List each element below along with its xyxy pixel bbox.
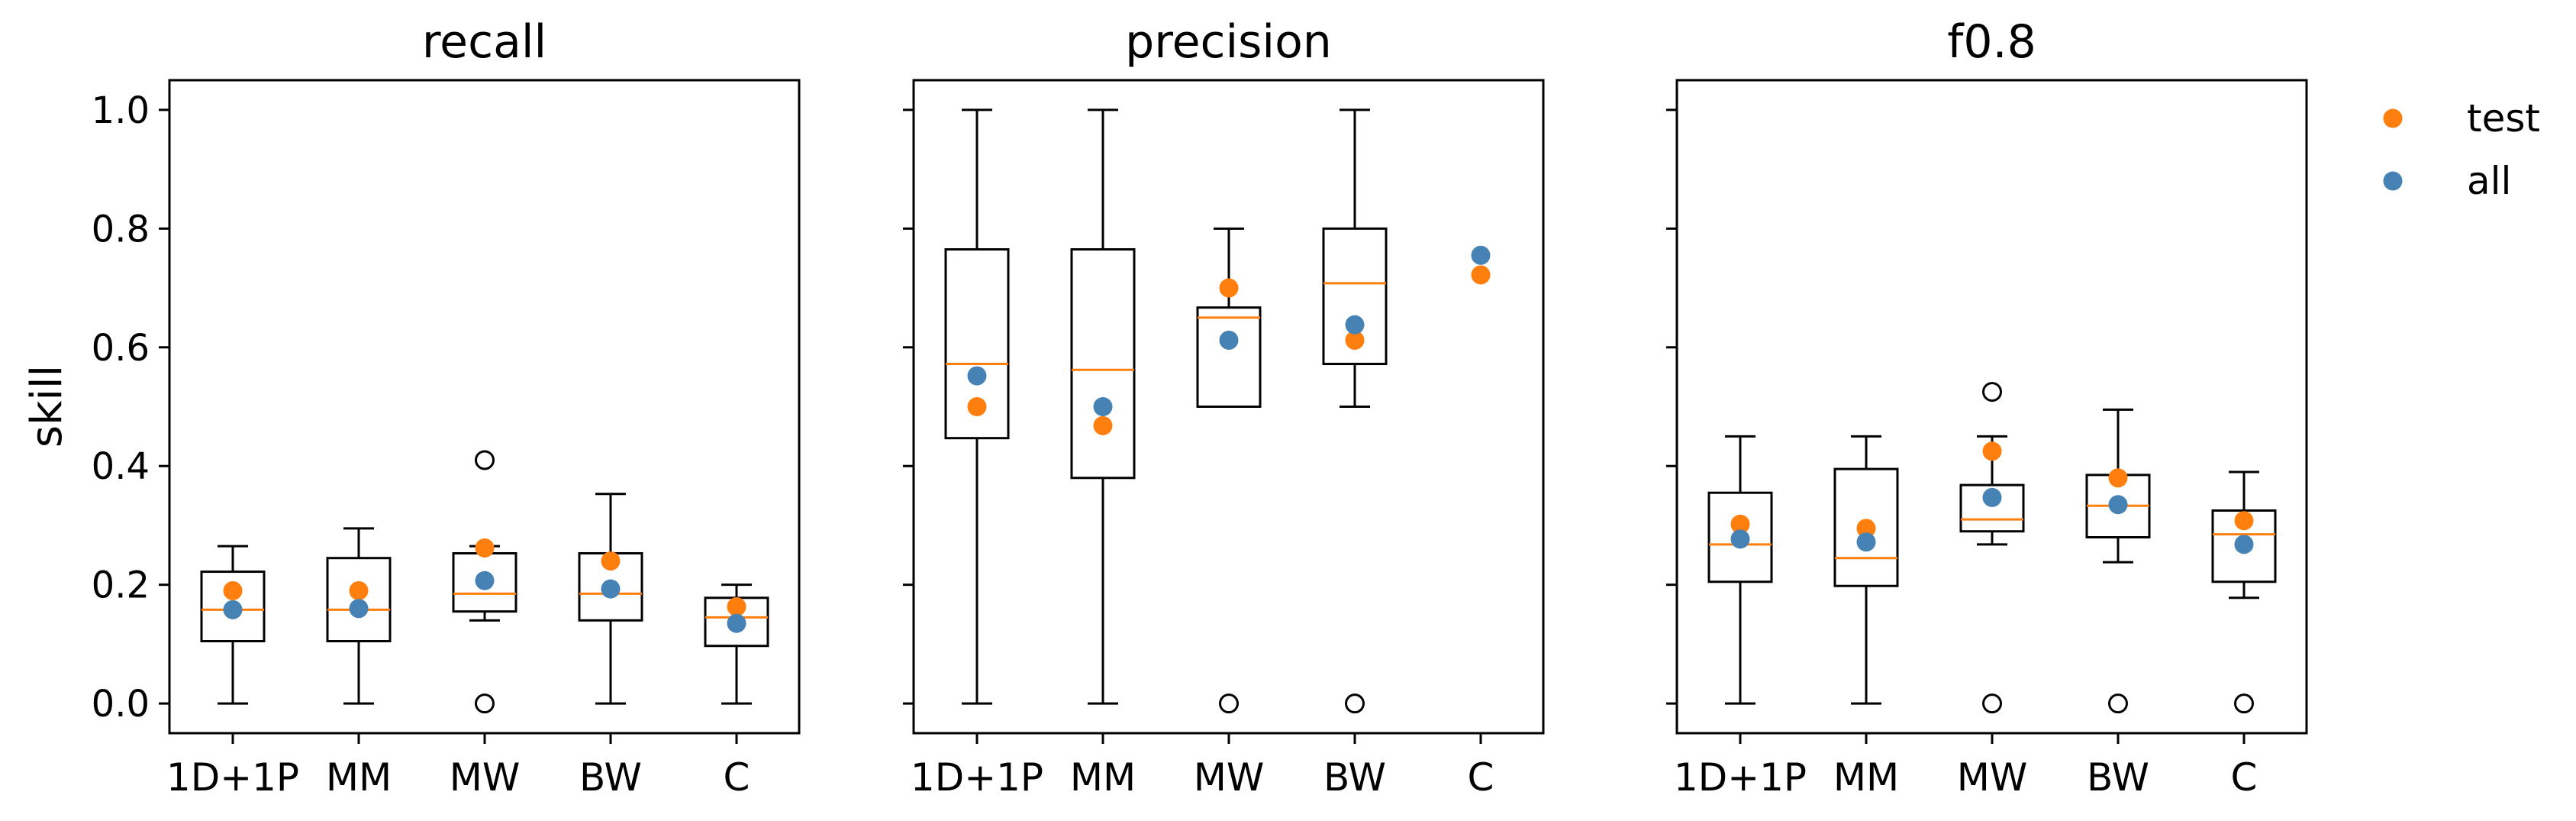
all-point-precision-MW [1219,330,1239,350]
box-precision-BW [1322,227,1388,366]
panel-title-precision: precision [1125,15,1332,69]
all-point-precision-C [1471,245,1491,265]
ytick-label-0.6: 0.6 [92,327,150,370]
all-point-f0.8-1D+1P [1730,529,1750,549]
xtick-label-recall-MM: MM [326,755,392,800]
xtick-label-f0.8-MW: MW [1957,755,2028,800]
legend-marker-all [2383,171,2403,191]
test-point-recall-MW [475,538,495,558]
flier-f0.8-C-0 [2234,693,2254,714]
test-point-precision-MW [1219,278,1239,298]
ytick-label-0.4: 0.4 [92,445,150,488]
xtick-label-f0.8-MM: MM [1833,755,1899,800]
ytick-label-0.8: 0.8 [92,208,150,251]
xtick-label-precision-1D+1P: 1D+1P [911,755,1043,800]
xtick-label-precision-MW: MW [1194,755,1265,800]
test-point-precision-1D+1P [967,397,987,416]
xtick-label-recall-1D+1P: 1D+1P [166,755,299,800]
all-point-precision-BW [1345,315,1365,335]
test-point-precision-MM [1093,415,1113,435]
test-point-f0.8-MM [1856,519,1876,538]
legend-marker-test [2383,108,2403,128]
test-point-precision-C [1471,265,1491,285]
test-point-f0.8-1D+1P [1730,514,1750,534]
panel-title-f0.8: f0.8 [1947,15,2036,69]
flier-recall-MW-1 [475,693,495,714]
xtick-label-f0.8-C: C [2231,755,2258,800]
test-point-f0.8-MW [1982,441,2002,461]
flier-precision-MW-0 [1219,693,1239,714]
flier-precision-BW-0 [1345,693,1365,714]
legend-label-all: all [2467,159,2511,203]
all-point-recall-MM [349,599,369,619]
xtick-label-precision-BW: BW [1323,755,1386,800]
box-f0.8-MM [1833,467,1899,587]
box-recall-MM [326,557,392,643]
all-point-precision-1D+1P [967,366,987,386]
legend-label-test: test [2467,96,2540,141]
y-axis-label: skill [22,365,72,448]
test-point-recall-1D+1P [223,580,243,600]
test-point-recall-BW [601,551,621,571]
all-point-f0.8-MW [1982,487,2002,507]
test-point-f0.8-C [2234,511,2254,531]
test-point-f0.8-BW [2108,468,2128,488]
box-f0.8-C [2211,509,2277,583]
test-point-recall-MM [349,580,369,600]
all-point-f0.8-C [2234,535,2254,554]
flier-f0.8-MW-1 [1982,693,2002,714]
all-point-recall-BW [601,579,621,599]
all-point-precision-MM [1093,397,1113,416]
flier-f0.8-MW-0 [1982,382,2002,402]
all-point-f0.8-BW [2108,495,2128,515]
xtick-label-precision-MM: MM [1070,755,1136,800]
xtick-label-f0.8-1D+1P: 1D+1P [1674,755,1807,800]
box-precision-MM [1070,248,1136,480]
all-point-f0.8-MM [1856,532,1876,552]
box-f0.8-MW [1959,483,2025,533]
box-recall-1D+1P [200,570,266,643]
flier-recall-MW-0 [475,450,495,470]
xtick-label-recall-BW: BW [579,755,642,800]
test-point-recall-C [727,596,746,616]
ytick-label-1.0: 1.0 [92,89,150,132]
xtick-label-precision-C: C [1468,755,1494,800]
ytick-label-0.2: 0.2 [92,564,150,607]
all-point-recall-C [727,613,746,633]
xtick-label-recall-C: C [724,755,750,800]
ytick-label-0.0: 0.0 [92,683,150,726]
all-point-recall-MW [475,570,495,590]
test-point-precision-BW [1345,330,1365,350]
box-f0.8-1D+1P [1707,491,1773,583]
all-point-recall-1D+1P [223,600,243,619]
box-precision-1D+1P [944,248,1010,440]
panel-title-recall: recall [422,15,546,69]
xtick-label-recall-MW: MW [450,755,521,800]
xtick-label-f0.8-BW: BW [2087,755,2149,800]
flier-f0.8-BW-0 [2108,693,2128,714]
box-precision-MW [1196,306,1262,409]
panel-frame-f0.8 [1675,79,2308,735]
